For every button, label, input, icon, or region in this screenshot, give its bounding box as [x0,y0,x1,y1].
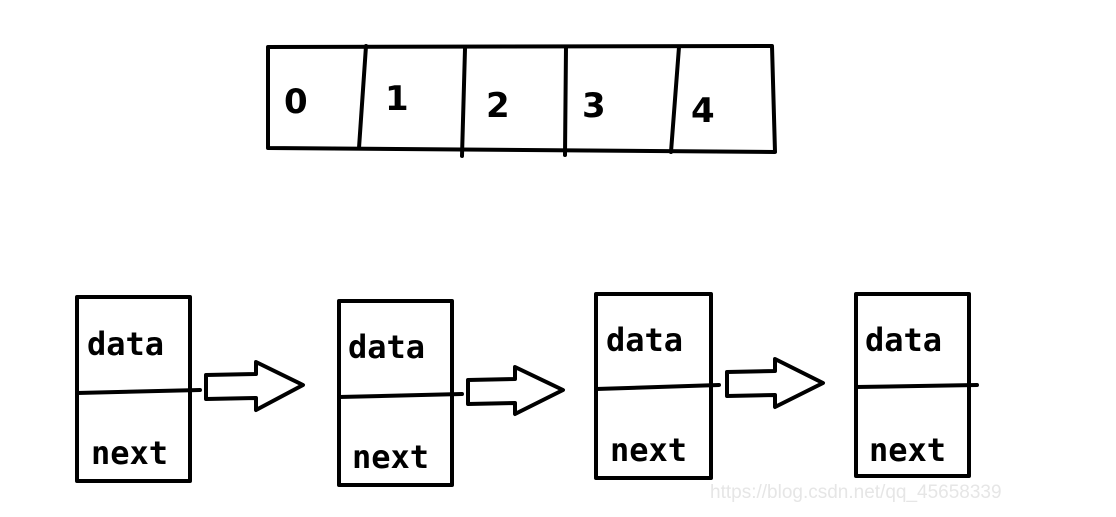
node-next-label: next [91,434,168,472]
array-index: 4 [691,91,715,131]
array-divider [563,45,568,157]
array-index: 1 [385,79,409,119]
node-data-label: data [348,328,425,366]
node-divider [75,388,202,395]
list-node: data next [854,292,979,478]
node-data-label: data [87,325,164,363]
array-divider [460,47,467,158]
next-pointer-arrow [466,365,565,416]
node-divider [337,392,464,399]
list-node: data next [337,299,464,487]
array: 0 1 2 3 4 [266,44,777,158]
next-pointer-arrow [725,357,825,409]
array-outline [266,44,777,154]
node-next-label: next [352,438,429,476]
node-data-label: data [865,321,942,359]
node-divider [854,383,979,389]
node-divider [594,383,721,391]
node-next-label: next [610,431,687,469]
node-data-label: data [606,321,683,359]
list-node: data next [75,295,202,483]
node-next-label: next [869,431,946,469]
array-divider [357,44,368,150]
next-pointer-arrow [204,360,305,412]
array-index: 2 [486,86,510,126]
array-index: 0 [284,82,308,122]
watermark-text: https://blog.csdn.net/qq_45658339 [710,482,1002,503]
list-node: data next [594,292,721,480]
linked-list: data next data next data next data [75,292,979,487]
array-divider [669,45,681,154]
array-index: 3 [582,86,606,126]
